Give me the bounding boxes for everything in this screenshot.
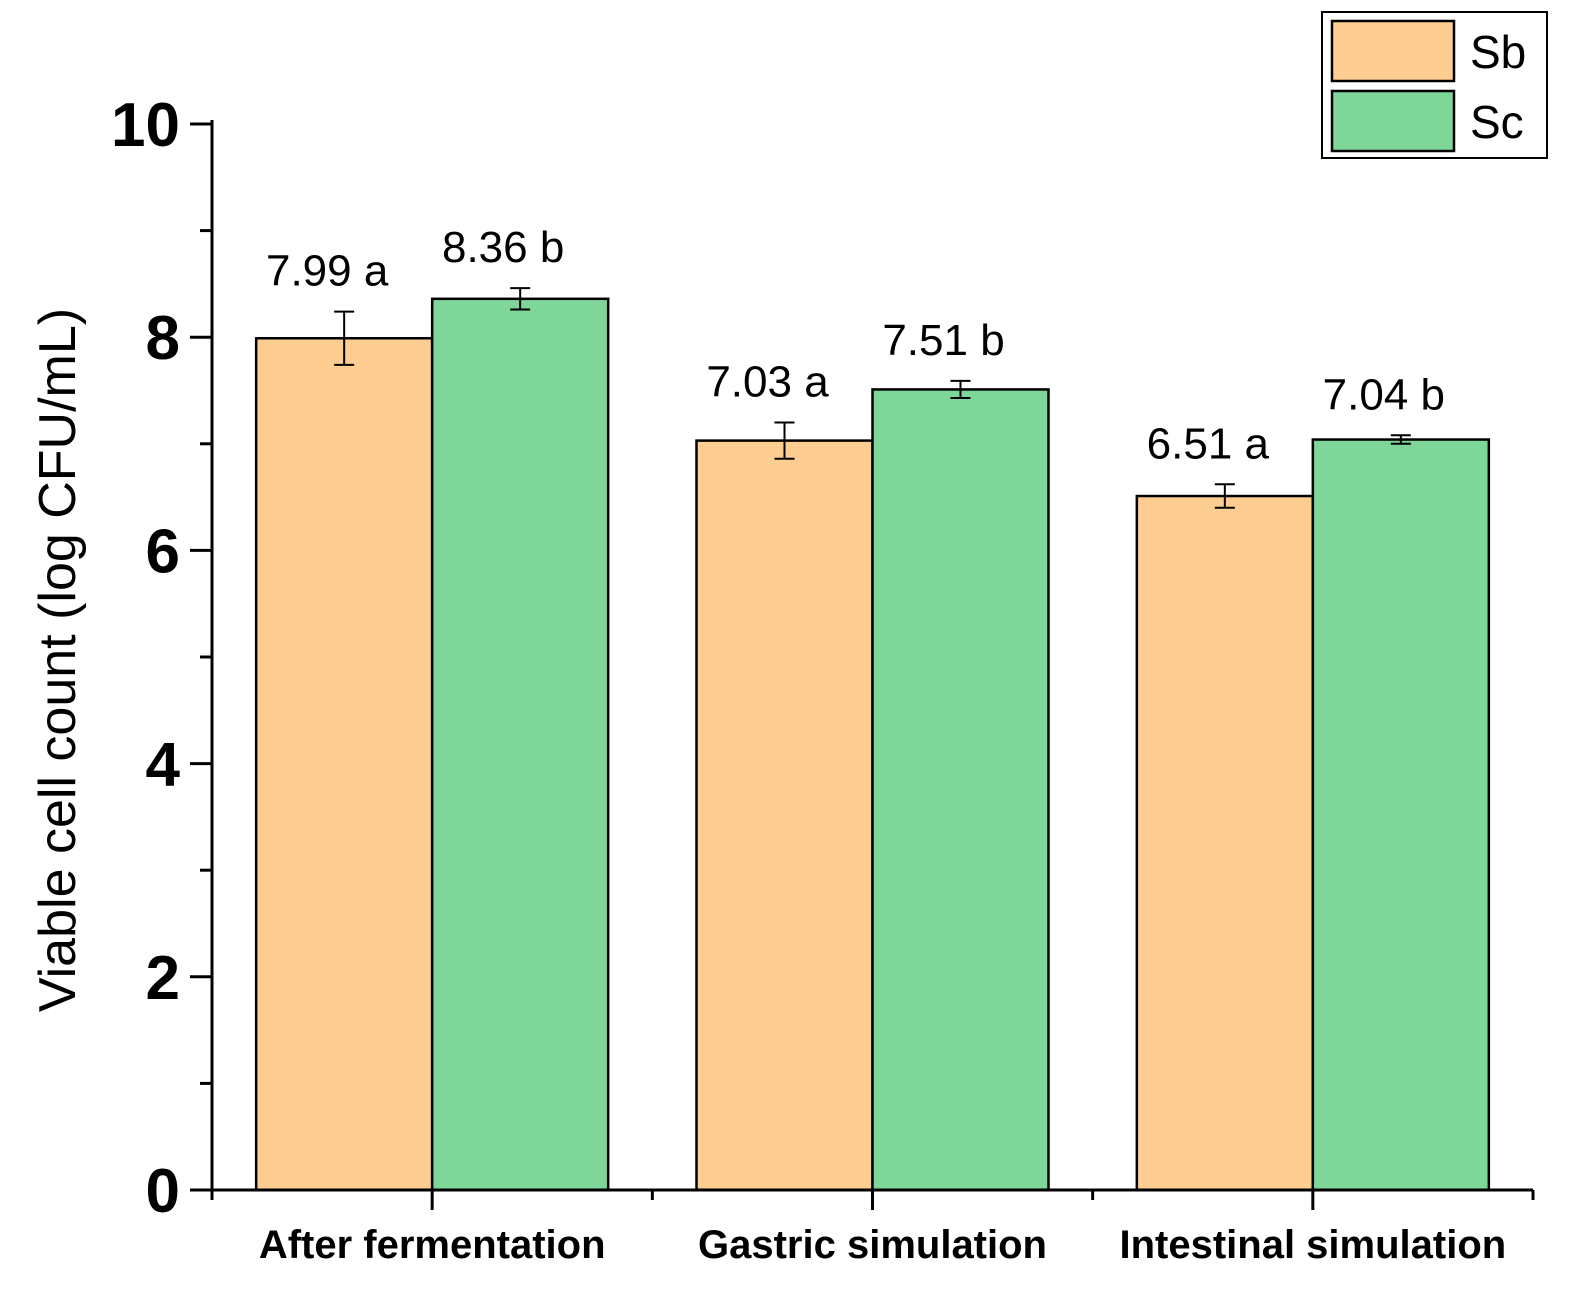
- y-tick-label-8: 8: [146, 304, 180, 373]
- data-label-sc-2: 7.51 b: [882, 316, 1004, 365]
- data-label-sb-3: 6.51 a: [1147, 419, 1270, 468]
- x-category-label-2: Gastric simulation: [698, 1223, 1047, 1267]
- x-category-label-1: After fermentation: [259, 1223, 606, 1267]
- bar-sc-1: [430, 297, 610, 1192]
- legend-swatch-sc: [1330, 89, 1456, 153]
- bars-layer: [254, 287, 1491, 1192]
- data-label-sb-2: 7.03 a: [706, 357, 829, 406]
- legend-swatch-sb: [1330, 19, 1456, 83]
- legend-label-sb: Sb: [1470, 26, 1526, 78]
- bar-sb-3: [1135, 494, 1315, 1192]
- y-axis-title: Viable cell count (log CFU/mL): [29, 308, 87, 1012]
- legend: Sb Sc: [1321, 11, 1548, 159]
- y-tick-label-10: 10: [111, 91, 180, 160]
- axes-layer: 0 2 4 6 8 10 After fermentation Gastric simulat…: [111, 91, 1535, 1267]
- y-tick-label-2: 2: [146, 944, 180, 1013]
- bar-sc-2: [871, 388, 1050, 1192]
- bar-sb-1: [254, 337, 434, 1192]
- data-label-sc-1: 8.36 b: [442, 223, 564, 272]
- data-label-sc-3: 7.04 b: [1323, 370, 1445, 419]
- bar-sc-3: [1311, 438, 1491, 1192]
- labels-layer: 7.99 a 7.03 a 6.51 a 8.36 b 7.51 b 7.04 b: [266, 223, 1445, 468]
- x-category-label-3: Intestinal simulation: [1119, 1223, 1506, 1267]
- legend-label-sc: Sc: [1470, 96, 1524, 148]
- bar-sb-2: [695, 439, 874, 1192]
- y-tick-label-0: 0: [146, 1157, 180, 1226]
- data-label-sb-1: 7.99 a: [266, 247, 389, 296]
- y-tick-label-6: 6: [146, 517, 180, 586]
- y-tick-label-4: 4: [146, 731, 181, 800]
